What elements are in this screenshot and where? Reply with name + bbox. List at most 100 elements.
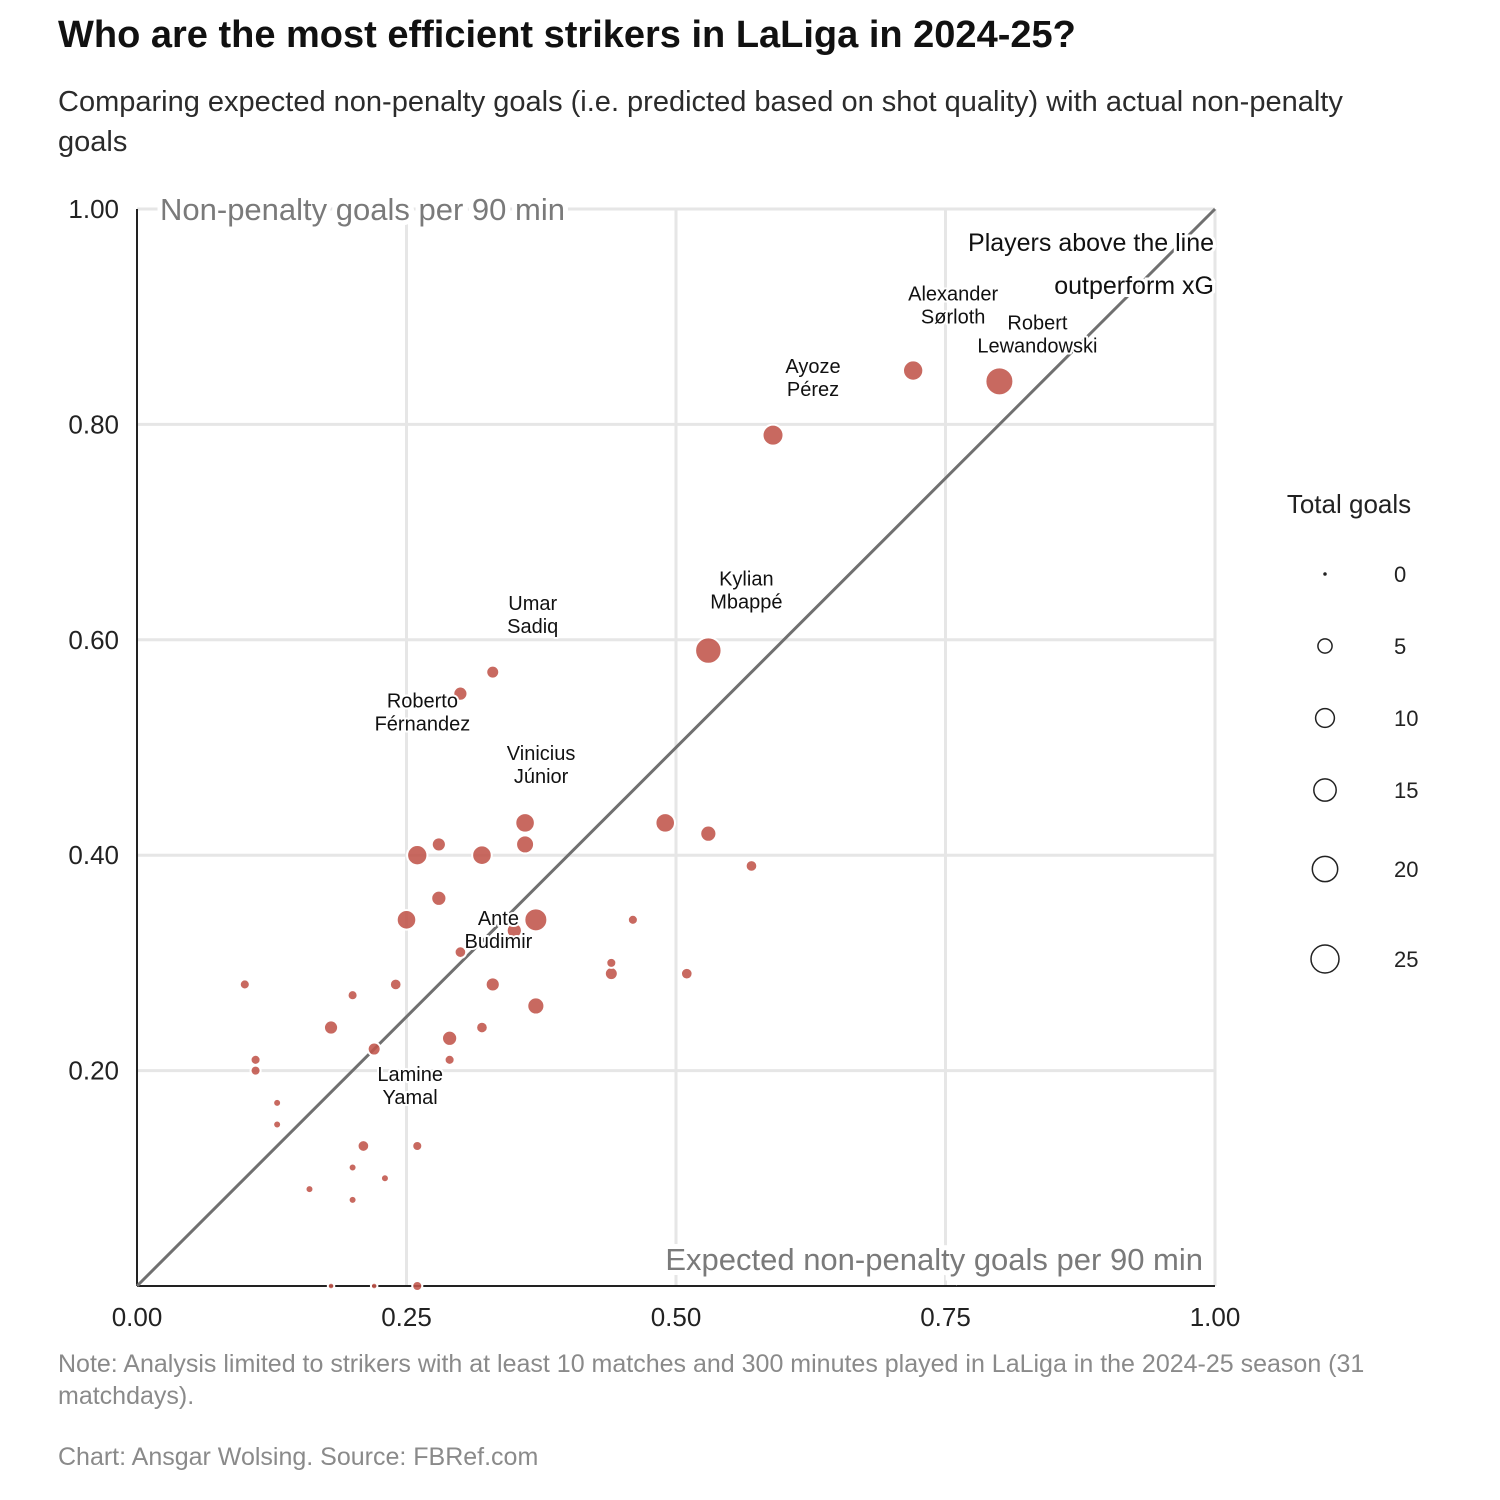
size-legend: Total goals 0 5 10 15 20 25 <box>1287 489 1418 974</box>
legend-circle <box>1311 855 1339 883</box>
legend-value: 25 <box>1394 947 1418 972</box>
legend-value: 15 <box>1394 778 1418 803</box>
y-tick-label: 0.40 <box>68 840 119 870</box>
x-axis-title: Expected non-penalty goals per 90 min <box>665 1242 1203 1277</box>
data-point <box>475 1020 489 1035</box>
data-point <box>605 956 618 969</box>
data-point <box>523 907 549 933</box>
legend-circle <box>1317 638 1333 654</box>
data-point <box>515 834 536 855</box>
point-label: Alexander <box>908 284 998 306</box>
annotation-text: outperform xG <box>1054 272 1214 300</box>
point-label: Sørloth <box>921 307 985 329</box>
data-point <box>744 859 759 873</box>
data-point <box>379 1173 390 1184</box>
data-point <box>443 1053 456 1066</box>
data-point <box>699 824 718 843</box>
x-tick-label: 0.25 <box>381 1302 432 1332</box>
point-label: Ayoze <box>785 356 840 378</box>
point-label: Sadiq <box>507 616 558 638</box>
axes: 0.00 0.25 0.50 0.75 1.00 0.20 0.40 0.60 0.80 1.00 <box>68 194 1240 1332</box>
data-point <box>388 977 403 992</box>
data-point <box>984 366 1015 397</box>
chart-credit: Chart: Ansgar Wolsing. Source: FBRef.com <box>58 1443 539 1471</box>
data-point <box>347 1194 358 1205</box>
data-point <box>395 909 418 931</box>
point-label: Pérez <box>787 379 839 401</box>
legend-circle <box>1310 944 1340 974</box>
point-label: Umar <box>508 593 557 615</box>
legend-circle <box>1314 707 1336 729</box>
data-point <box>526 996 546 1016</box>
gridlines <box>137 207 1217 1286</box>
diagonal-line <box>135 207 1217 1288</box>
data-point <box>901 359 925 382</box>
data-point <box>761 423 785 447</box>
x-tick-label: 0.50 <box>651 1302 702 1332</box>
x-tick-label: 0.75 <box>920 1302 971 1332</box>
data-point <box>430 836 447 853</box>
point-label: Ante <box>478 908 519 930</box>
data-points <box>238 359 1015 1293</box>
point-label: Mbappé <box>710 592 782 614</box>
y-tick-label: 0.20 <box>68 1056 119 1086</box>
data-point <box>626 913 639 926</box>
point-label: Lewandowski <box>977 335 1097 357</box>
y-tick-label: 0.80 <box>68 409 119 439</box>
data-point <box>366 1041 382 1057</box>
point-label: Budimir <box>465 931 533 953</box>
data-point <box>238 978 251 991</box>
data-point <box>505 921 523 940</box>
data-point <box>430 889 448 907</box>
x-tick-label: 0.00 <box>112 1302 163 1332</box>
y-tick-label: 0.60 <box>68 625 119 655</box>
legend-value: 20 <box>1394 857 1418 882</box>
data-point <box>249 1064 262 1077</box>
point-label: Kylian <box>719 569 773 591</box>
x-tick-label: 1.00 <box>1190 1302 1241 1332</box>
data-point <box>654 812 677 834</box>
data-point <box>452 685 469 702</box>
point-label: Júnior <box>514 766 569 788</box>
y-tick-label: 1.00 <box>68 194 119 224</box>
point-label: Yamal <box>383 1087 438 1109</box>
data-point <box>411 1139 424 1153</box>
data-point <box>322 1019 340 1036</box>
point-label: Vinicius <box>507 743 576 765</box>
data-point <box>453 945 468 959</box>
point-label: Férnandez <box>375 714 471 736</box>
data-point <box>694 636 723 665</box>
y-axis-title: Non-penalty goals per 90 min <box>160 192 565 227</box>
data-point <box>347 1162 358 1173</box>
annotation-text: Players above the line <box>968 229 1214 257</box>
legend-title: Total goals <box>1287 489 1411 519</box>
data-point <box>356 1139 371 1153</box>
data-point <box>411 1279 424 1293</box>
data-point <box>471 844 493 866</box>
data-point <box>514 812 536 834</box>
point-label: Robert <box>1007 312 1067 334</box>
data-point <box>272 1119 283 1130</box>
point-label: Roberto <box>387 691 458 713</box>
legend-value: 5 <box>1394 634 1406 659</box>
data-point <box>679 966 694 981</box>
data-point <box>440 1029 459 1047</box>
chart-note: Note: Analysis limited to strikers with … <box>58 1350 1365 1410</box>
data-point <box>249 1053 262 1066</box>
data-point <box>272 1097 283 1108</box>
data-point <box>406 844 429 867</box>
chart-subtitle: Comparing expected non-penalty goals (i.… <box>58 86 1343 158</box>
data-point <box>346 989 359 1002</box>
legend-circle <box>1323 572 1327 576</box>
data-point <box>485 664 501 680</box>
data-point <box>304 1184 315 1195</box>
data-point <box>369 1281 379 1291</box>
scatter-chart: 0.00 0.25 0.50 0.75 1.00 0.20 0.40 0.60 0.80 1.00… <box>68 187 1419 1332</box>
point-label: Lamine <box>377 1064 443 1086</box>
legend-value: 10 <box>1394 706 1418 731</box>
axis-titles: Non-penalty goals per 90 min Expected non… <box>155 187 1217 1282</box>
legend-value: 0 <box>1394 562 1406 587</box>
data-point <box>326 1281 336 1291</box>
data-point <box>484 976 501 993</box>
